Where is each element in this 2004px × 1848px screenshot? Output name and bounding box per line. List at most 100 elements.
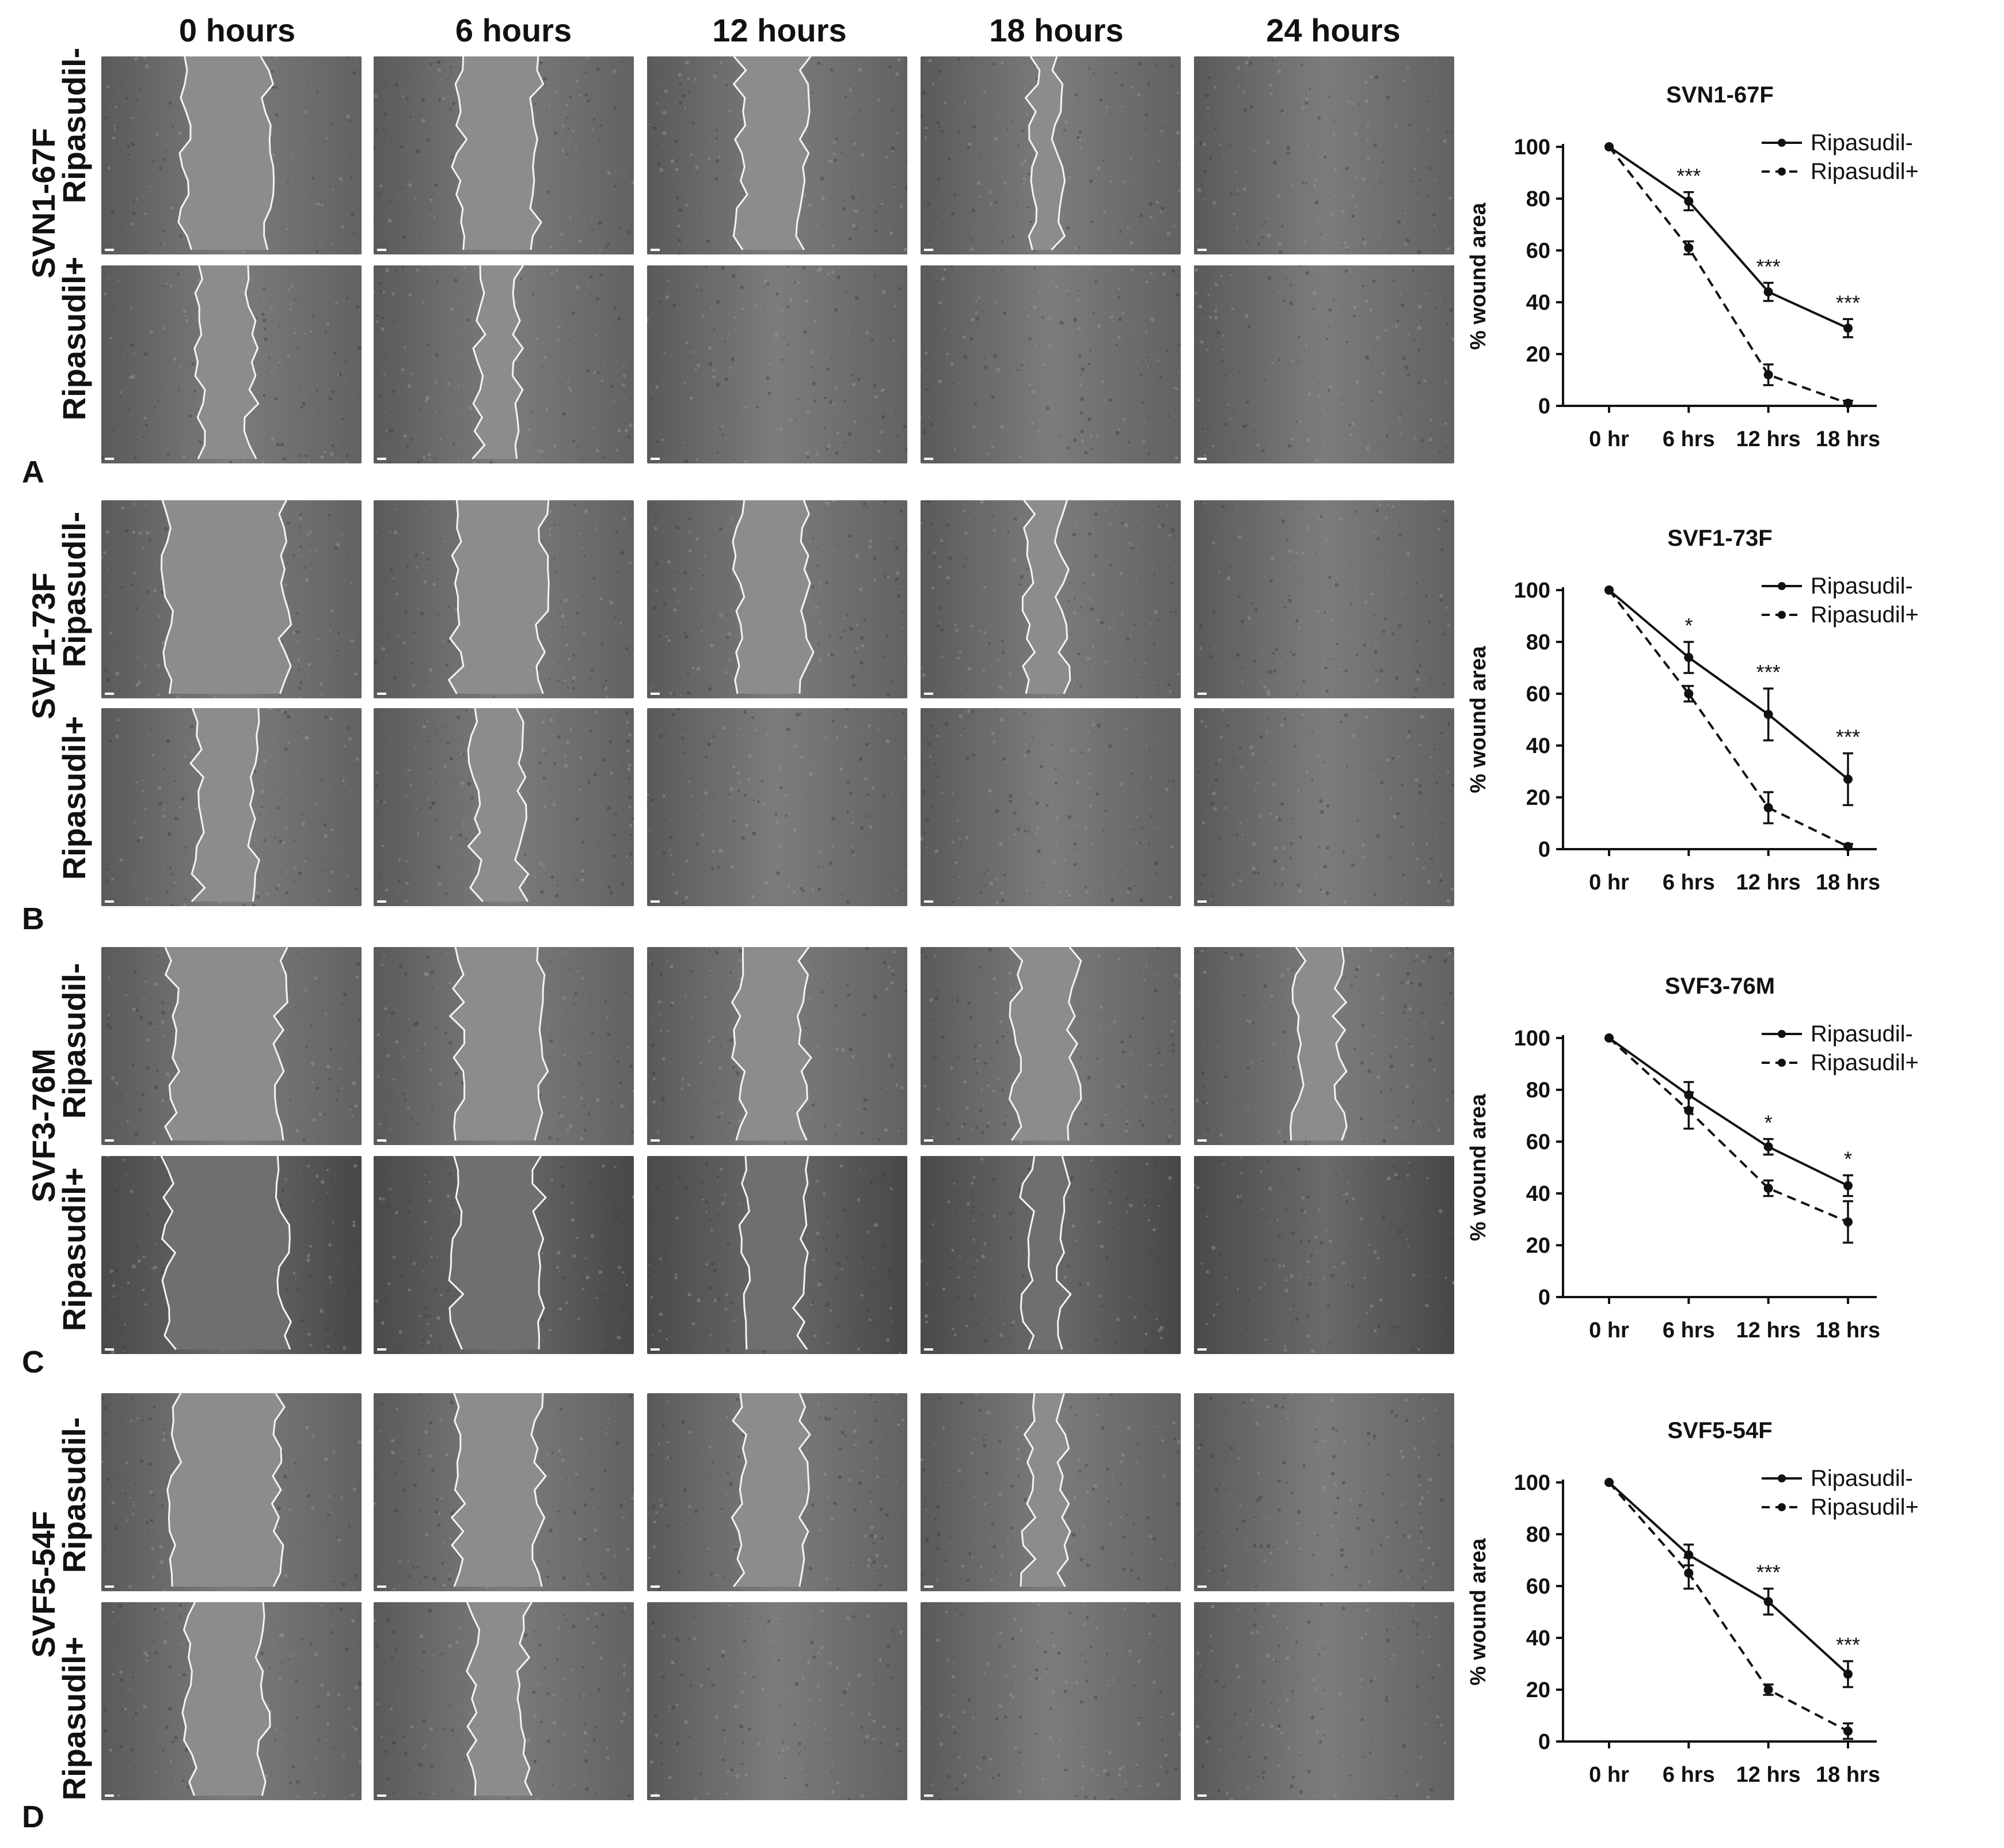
y-tick-label: 40 <box>1526 1626 1550 1651</box>
y-tick-label: 20 <box>1526 343 1550 367</box>
micrograph-tile <box>647 947 907 1145</box>
significance-label: *** <box>1676 164 1701 188</box>
y-tick-label: 60 <box>1526 1130 1550 1154</box>
micrograph-tile <box>101 1156 362 1354</box>
x-tick-label: 0 hr <box>1589 1763 1629 1787</box>
column-header-6h: 6 hours <box>381 13 646 48</box>
significance-label: *** <box>1756 1561 1781 1584</box>
micrograph-tile <box>647 1156 907 1354</box>
y-tick-label: 60 <box>1526 682 1550 706</box>
row-label-d-plus: Ripasudil+ <box>57 1637 92 1801</box>
significance-label: * <box>1844 1147 1852 1171</box>
micrograph-tile <box>1194 947 1454 1145</box>
y-tick-label: 100 <box>1514 1026 1550 1051</box>
data-point <box>1843 842 1853 851</box>
data-point <box>1764 803 1773 812</box>
x-tick-label: 0 hr <box>1589 427 1629 451</box>
data-point <box>1684 653 1693 662</box>
data-point <box>1684 689 1693 698</box>
micrograph-tile <box>374 1156 634 1354</box>
y-axis-label: % wound area <box>1466 645 1490 793</box>
x-tick-label: 18 hrs <box>1816 1318 1880 1343</box>
micrograph-tile <box>1194 1156 1454 1354</box>
panel-letter-a: A <box>22 456 44 488</box>
y-tick-label: 80 <box>1526 187 1550 211</box>
data-point <box>1764 370 1773 379</box>
y-tick-label: 20 <box>1526 1234 1550 1258</box>
x-tick-label: 0 hr <box>1589 1318 1629 1343</box>
micrograph-tile <box>374 1602 634 1800</box>
micrograph-tile <box>374 947 634 1145</box>
micrograph-tile <box>374 56 634 254</box>
legend-label: Ripasudil+ <box>1811 602 1919 628</box>
micrograph-tile <box>101 265 362 463</box>
data-point <box>1684 1106 1693 1115</box>
micrograph-tile <box>101 1602 362 1800</box>
legend-marker <box>1778 1059 1786 1067</box>
significance-label: *** <box>1836 291 1860 314</box>
x-tick-label: 6 hrs <box>1663 1318 1715 1343</box>
micrograph-tile <box>374 265 634 463</box>
x-tick-label: 6 hrs <box>1663 870 1715 895</box>
data-point <box>1843 1727 1853 1736</box>
x-tick-label: 12 hrs <box>1736 870 1801 895</box>
micrograph-tile <box>1194 1393 1454 1591</box>
y-tick-label: 40 <box>1526 1182 1550 1206</box>
x-tick-label: 18 hrs <box>1816 870 1880 895</box>
x-tick-label: 0 hr <box>1589 870 1629 895</box>
micrograph-tile <box>647 500 907 698</box>
legend-marker <box>1778 1030 1786 1038</box>
micrograph-tile <box>101 56 362 254</box>
y-tick-label: 40 <box>1526 291 1550 315</box>
row-label-b-minus: Ripasudil- <box>57 512 92 668</box>
micrograph-tile <box>101 500 362 698</box>
data-point <box>1764 710 1773 719</box>
data-point <box>1604 1033 1614 1043</box>
data-point <box>1684 197 1693 206</box>
micrograph-tile <box>1194 708 1454 906</box>
x-tick-label: 6 hrs <box>1663 427 1715 451</box>
micrograph-tile <box>921 1156 1181 1354</box>
y-tick-label: 20 <box>1526 786 1550 810</box>
chart-title: SVF3-76M <box>1665 974 1775 999</box>
data-point <box>1843 1218 1853 1227</box>
y-tick-label: 0 <box>1538 394 1550 419</box>
micrograph-tile <box>647 265 907 463</box>
series-line-ripasudil-plus <box>1609 147 1848 404</box>
legend-marker <box>1778 1503 1786 1511</box>
y-tick-label: 0 <box>1538 1286 1550 1310</box>
data-point <box>1764 1685 1773 1694</box>
data-point <box>1843 775 1853 784</box>
row-label-c-plus: Ripasudil+ <box>57 1168 92 1332</box>
y-tick-label: 0 <box>1538 1730 1550 1754</box>
significance-label: *** <box>1836 725 1860 749</box>
legend-marker <box>1778 611 1786 619</box>
legend-label: Ripasudil+ <box>1811 1495 1919 1520</box>
chart-title: SVN1-67F <box>1666 82 1774 108</box>
chart-title: SVF1-73F <box>1667 526 1772 551</box>
significance-label: *** <box>1756 660 1781 684</box>
data-point <box>1684 244 1693 253</box>
micrograph-tile <box>101 947 362 1145</box>
y-axis-label: % wound area <box>1466 1093 1490 1241</box>
legend-marker <box>1778 582 1786 590</box>
column-header-0h: 0 hours <box>105 13 370 48</box>
x-tick-label: 6 hrs <box>1663 1763 1715 1787</box>
data-point <box>1764 1142 1773 1151</box>
y-tick-label: 20 <box>1526 1678 1550 1702</box>
legend-marker <box>1778 139 1786 147</box>
data-point <box>1604 1478 1614 1487</box>
micrograph-tile <box>1194 1602 1454 1800</box>
micrograph-tile <box>1194 56 1454 254</box>
micrograph-tile <box>921 56 1181 254</box>
data-point <box>1843 1181 1853 1191</box>
x-tick-label: 12 hrs <box>1736 1763 1801 1787</box>
x-tick-label: 18 hrs <box>1816 1763 1880 1787</box>
micrograph-tile <box>647 1393 907 1591</box>
row-label-c-minus: Ripasudil- <box>57 963 92 1119</box>
micrograph-tile <box>921 708 1181 906</box>
